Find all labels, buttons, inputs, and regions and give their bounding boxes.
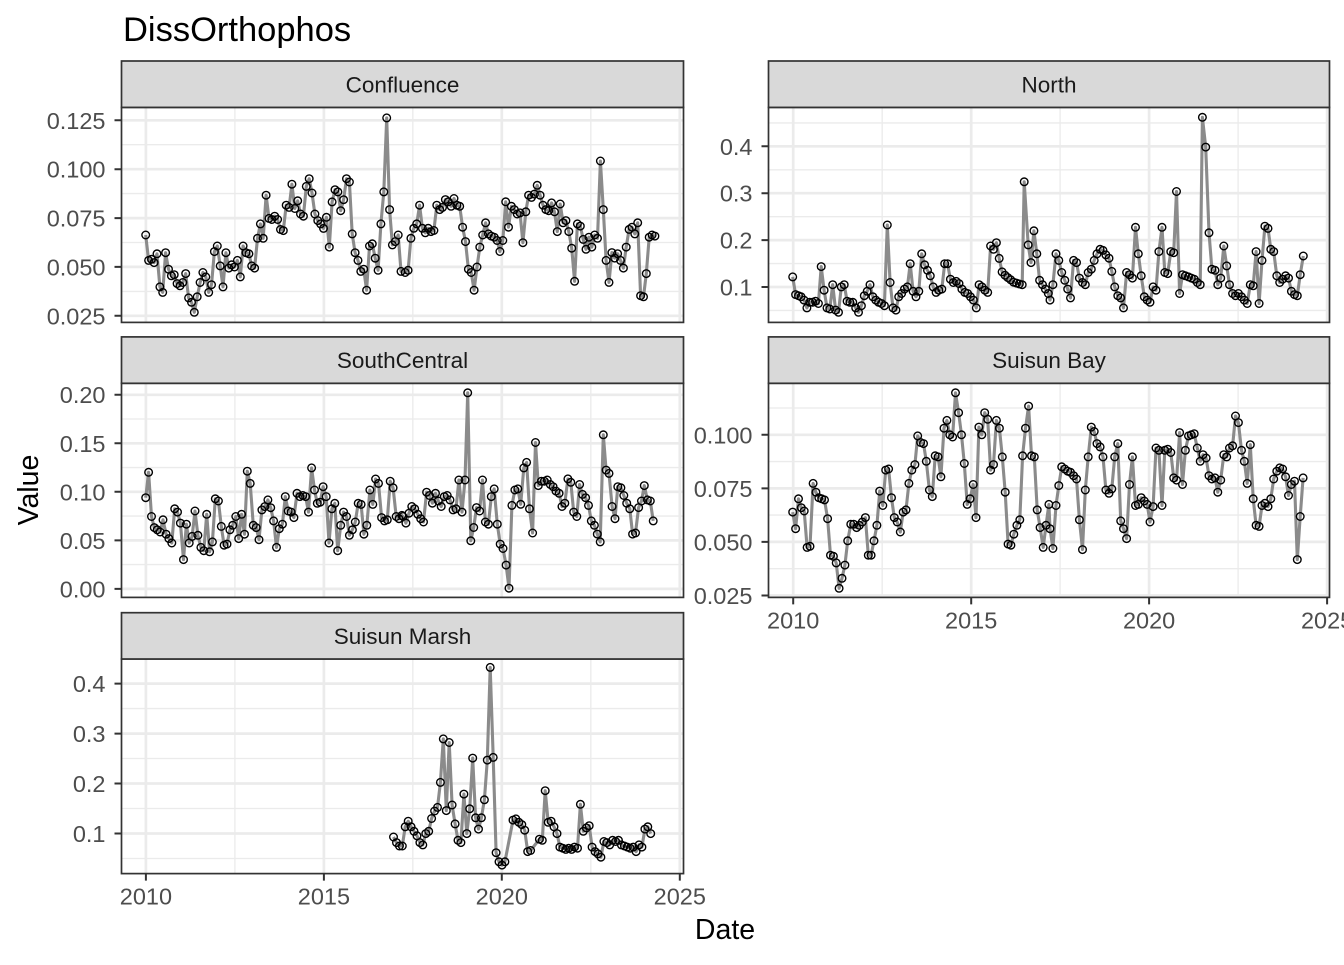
- svg-text:0.2: 0.2: [73, 771, 106, 797]
- svg-text:0.00: 0.00: [60, 576, 106, 602]
- svg-text:0.4: 0.4: [720, 134, 753, 160]
- svg-text:0.05: 0.05: [60, 528, 106, 554]
- svg-text:2025: 2025: [1301, 607, 1344, 633]
- svg-text:0.125: 0.125: [47, 108, 106, 134]
- svg-text:0.100: 0.100: [47, 157, 106, 183]
- svg-text:0.075: 0.075: [694, 476, 753, 502]
- svg-text:0.050: 0.050: [694, 529, 753, 555]
- svg-text:0.075: 0.075: [47, 206, 106, 232]
- svg-text:0.3: 0.3: [73, 721, 106, 747]
- svg-text:DissOrthophos: DissOrthophos: [123, 11, 351, 49]
- svg-text:2015: 2015: [945, 607, 997, 633]
- svg-text:0.3: 0.3: [720, 181, 753, 207]
- svg-text:0.4: 0.4: [73, 671, 106, 697]
- svg-text:0.025: 0.025: [47, 303, 106, 329]
- svg-text:0.025: 0.025: [694, 583, 753, 609]
- svg-text:Suisun Marsh: Suisun Marsh: [334, 624, 472, 649]
- svg-text:2020: 2020: [476, 884, 528, 910]
- svg-text:Date: Date: [695, 914, 755, 946]
- svg-text:North: North: [1021, 72, 1076, 97]
- svg-text:0.1: 0.1: [73, 821, 106, 847]
- svg-text:2010: 2010: [767, 607, 819, 633]
- svg-text:2010: 2010: [120, 884, 172, 910]
- svg-text:0.1: 0.1: [720, 275, 753, 301]
- svg-text:0.10: 0.10: [60, 479, 106, 505]
- svg-text:Confluence: Confluence: [346, 72, 460, 97]
- svg-text:0.20: 0.20: [60, 382, 106, 408]
- svg-text:0.100: 0.100: [694, 422, 753, 448]
- svg-text:2015: 2015: [298, 884, 350, 910]
- svg-text:Suisun Bay: Suisun Bay: [992, 348, 1107, 373]
- svg-text:Value: Value: [13, 455, 45, 526]
- svg-text:0.050: 0.050: [47, 254, 106, 280]
- svg-text:0.15: 0.15: [60, 431, 106, 457]
- svg-text:2020: 2020: [1123, 607, 1175, 633]
- svg-text:0.2: 0.2: [720, 228, 753, 254]
- svg-text:2025: 2025: [654, 884, 706, 910]
- svg-text:SouthCentral: SouthCentral: [337, 348, 468, 373]
